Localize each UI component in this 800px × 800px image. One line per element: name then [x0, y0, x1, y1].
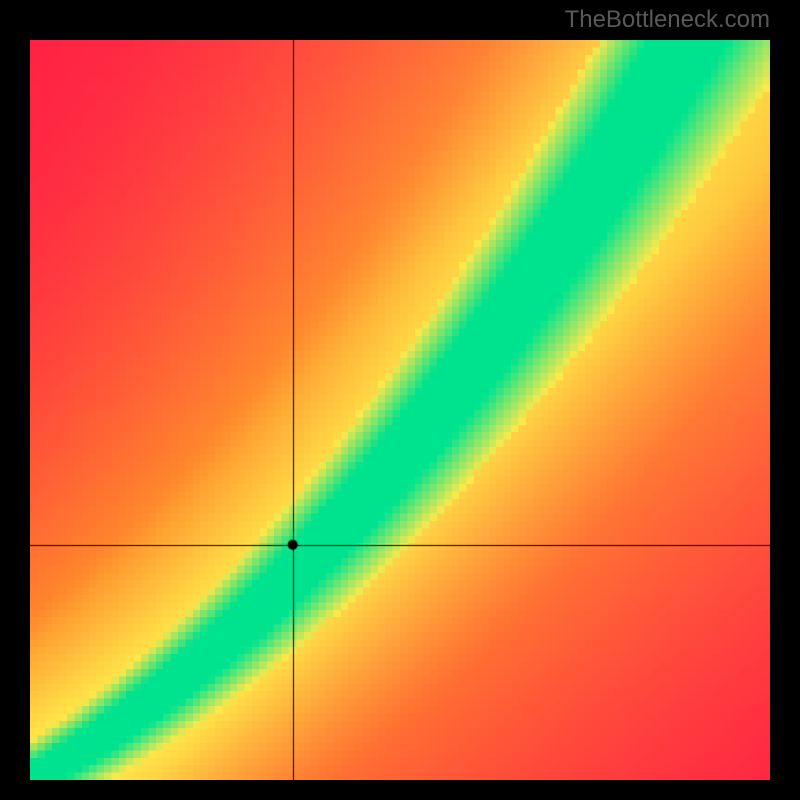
- crosshair-overlay: [30, 40, 770, 780]
- watermark-text: TheBottleneck.com: [565, 6, 770, 34]
- chart-container: TheBottleneck.com: [0, 0, 800, 800]
